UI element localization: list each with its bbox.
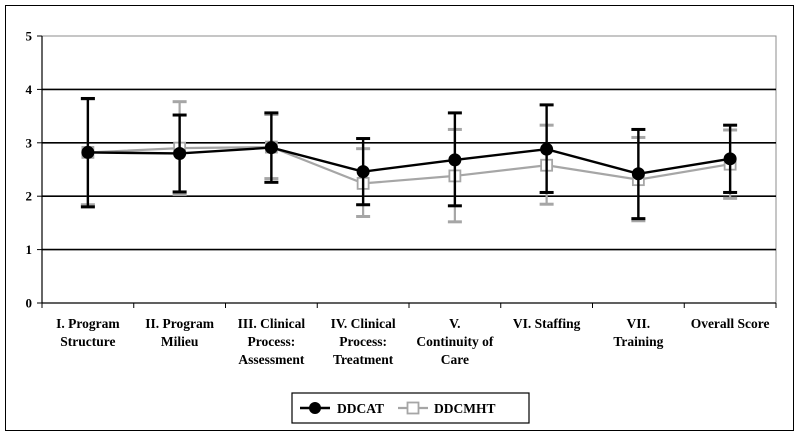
legend: DDCAT DDCMHT (291, 392, 530, 424)
y-tick-label-4: 4 (26, 82, 33, 97)
y-tick-label-3: 3 (26, 135, 33, 150)
ddcat-point-6 (631, 167, 645, 181)
x-tick-label-3: IV. Clinical Process: Treatment (331, 316, 396, 367)
x-tick-label-1: II. Program Milieu (145, 316, 214, 349)
y-tick-label-0: 0 (26, 296, 33, 311)
chart-frame (5, 5, 794, 431)
y-tick-label-5: 5 (26, 29, 33, 44)
y-tick-label-1: 1 (26, 242, 33, 257)
ddcat-point-3 (356, 165, 370, 179)
ddcat-point-1 (173, 146, 187, 160)
x-tick-label-0: I. Program Structure (56, 316, 120, 349)
ddcat-point-5 (540, 142, 554, 156)
legend-ddcmht-label: DDCMHT (434, 401, 496, 416)
x-tick-label-2: III. Clinical Process: Assessment (238, 316, 306, 367)
legend-ddcat-marker (309, 402, 321, 414)
legend-ddcmht-marker (406, 401, 420, 415)
ddcat-point-7 (723, 152, 737, 166)
ddcmht-line (87, 145, 731, 185)
x-tick-label-7: Overall Score (691, 316, 770, 331)
ddcat-point-0 (81, 145, 95, 159)
ddcat-point-2 (264, 141, 278, 155)
ddcat-point-4 (448, 153, 462, 167)
x-tick-label-6: VII. Training (613, 316, 663, 349)
x-tick-label-5: VI. Staffing (513, 316, 581, 331)
series-ddcat (80, 96, 738, 221)
legend-ddcat-label: DDCAT (337, 401, 384, 416)
y-tick-label-2: 2 (26, 189, 33, 204)
ddcat-line (87, 146, 731, 175)
x-tick-label-4: V. Continuity of Care (416, 316, 493, 367)
